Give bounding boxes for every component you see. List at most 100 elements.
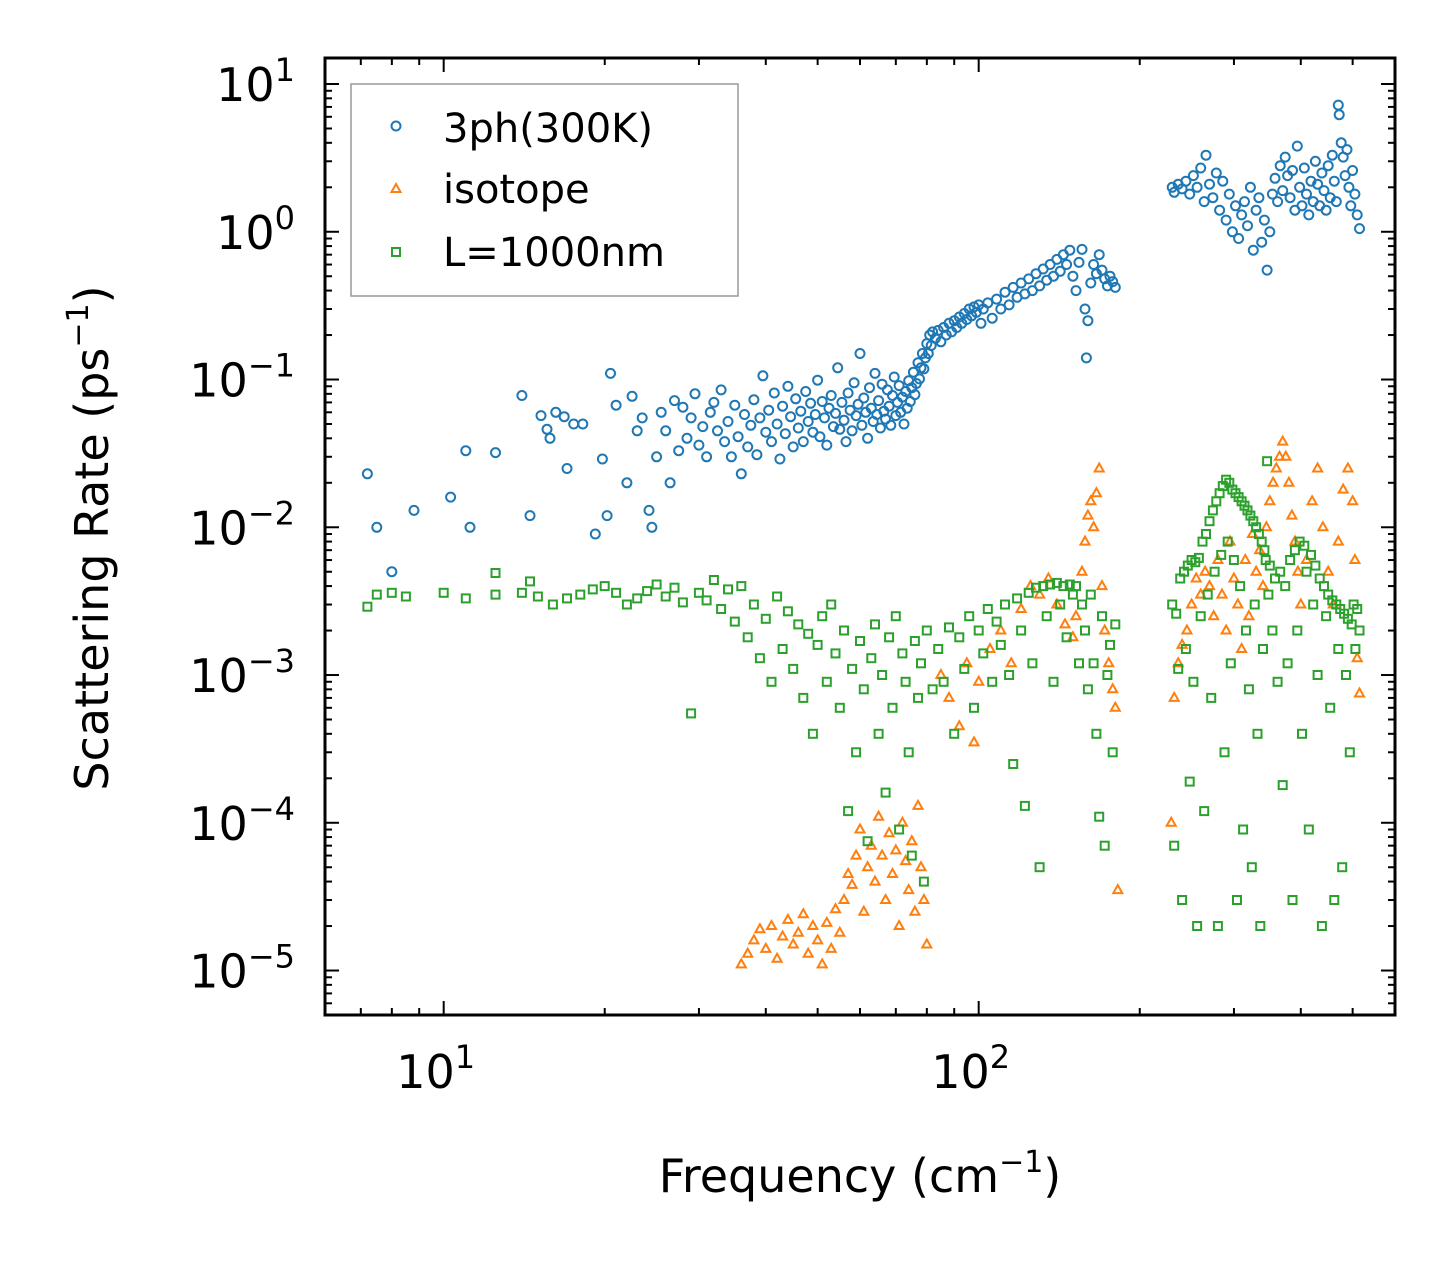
data-point-circle bbox=[748, 394, 760, 406]
data-point-square bbox=[1082, 684, 1093, 695]
data-point-square bbox=[1354, 625, 1365, 636]
data-point-circle bbox=[643, 504, 655, 516]
data-point-circle bbox=[1107, 276, 1119, 288]
data-point-square bbox=[686, 708, 697, 719]
y-tick-label: 10−2 bbox=[189, 494, 295, 555]
data-point-circle bbox=[1294, 181, 1306, 193]
data-point-triangle bbox=[820, 915, 834, 927]
data-point-square bbox=[660, 591, 671, 602]
data-point-square bbox=[532, 591, 543, 602]
data-point-square bbox=[1299, 540, 1310, 551]
data-point-triangle bbox=[861, 860, 874, 872]
data-point-circle bbox=[832, 362, 844, 374]
data-point-circle bbox=[864, 382, 875, 394]
data-point-circle bbox=[918, 363, 930, 375]
data-point-square bbox=[1207, 505, 1218, 516]
data-point-square bbox=[371, 589, 382, 600]
data-point-square bbox=[964, 611, 975, 622]
data-point-circle bbox=[865, 402, 877, 414]
data-point-circle bbox=[1291, 140, 1303, 152]
data-point-circle bbox=[1312, 178, 1324, 190]
data-point-circle bbox=[464, 521, 476, 533]
data-point-triangle bbox=[841, 866, 855, 878]
data-point-circle bbox=[763, 404, 775, 416]
data-point-square bbox=[959, 663, 970, 674]
data-point-circle bbox=[742, 441, 754, 453]
data-point-square bbox=[1285, 555, 1296, 565]
data-point-square bbox=[1023, 587, 1034, 598]
data-point-triangle bbox=[1069, 609, 1083, 621]
data-point-circle bbox=[1347, 165, 1359, 176]
data-point-square bbox=[855, 636, 865, 646]
data-point-square bbox=[1211, 496, 1222, 507]
data-point-triangle bbox=[1180, 623, 1194, 635]
data-point-circle bbox=[888, 371, 900, 383]
data-point-square bbox=[843, 806, 854, 817]
data-point-circle bbox=[885, 419, 897, 431]
data-point-square bbox=[1061, 632, 1072, 643]
data-point-triangle bbox=[1109, 700, 1122, 712]
data-point-square bbox=[812, 639, 823, 650]
data-point-circle bbox=[823, 402, 835, 414]
data-point-square bbox=[1094, 811, 1105, 822]
series-2 bbox=[735, 434, 1366, 969]
data-point-triangle bbox=[786, 937, 800, 949]
data-point-square bbox=[866, 653, 877, 664]
data-point-circle bbox=[1187, 170, 1199, 182]
data-point-circle bbox=[768, 387, 780, 399]
data-point-square bbox=[575, 589, 586, 600]
data-point-square bbox=[562, 593, 572, 604]
data-point-circle bbox=[1166, 181, 1178, 193]
data-point-triangle bbox=[853, 822, 867, 834]
data-point-triangle bbox=[1305, 494, 1319, 506]
data-point-square bbox=[693, 587, 704, 598]
data-point-square bbox=[858, 684, 869, 695]
data-point-square bbox=[362, 601, 373, 612]
x-axis-title: Frequency (cm−1) bbox=[659, 1145, 1062, 1203]
data-point-circle bbox=[914, 373, 925, 385]
data-point-circle bbox=[854, 348, 866, 359]
data-point-circle bbox=[739, 409, 750, 420]
data-point-circle bbox=[445, 491, 457, 503]
data-point-square bbox=[1344, 747, 1355, 758]
data-point-circle bbox=[836, 396, 848, 408]
data-point-square bbox=[918, 876, 929, 887]
data-point-square bbox=[1184, 776, 1195, 787]
data-point-square bbox=[1209, 566, 1220, 577]
data-point-square bbox=[916, 658, 926, 669]
data-point-triangle bbox=[1198, 564, 1212, 576]
data-point-square bbox=[793, 619, 804, 630]
data-point-square bbox=[1235, 581, 1246, 592]
data-point-square bbox=[803, 628, 814, 639]
data-point-circle bbox=[1007, 281, 1019, 293]
data-point-square bbox=[817, 611, 828, 622]
data-point-square bbox=[944, 622, 954, 633]
data-point-circle bbox=[858, 392, 870, 404]
data-point-circle bbox=[1207, 192, 1219, 204]
data-point-square bbox=[1316, 921, 1327, 931]
data-point-triangle bbox=[892, 918, 906, 930]
data-point-circle bbox=[779, 428, 791, 440]
data-point-square bbox=[1102, 670, 1113, 680]
data-point-square bbox=[1206, 692, 1217, 703]
data-point-square bbox=[1219, 747, 1230, 758]
data-point-square bbox=[1242, 505, 1253, 516]
data-point-square bbox=[821, 676, 832, 687]
data-point-square bbox=[1169, 840, 1180, 851]
data-point-square bbox=[632, 593, 643, 604]
data-point-square bbox=[1216, 549, 1227, 560]
data-point-square bbox=[1270, 573, 1280, 584]
data-point-circle bbox=[1223, 188, 1235, 200]
data-point-circle bbox=[1061, 259, 1073, 270]
data-point-square bbox=[677, 597, 688, 608]
data-point-triangle bbox=[942, 690, 956, 702]
data-point-circle bbox=[673, 445, 685, 457]
data-point-square bbox=[839, 625, 849, 636]
data-point-square bbox=[1074, 658, 1084, 669]
data-point-square bbox=[782, 606, 793, 617]
data-point-triangle bbox=[1185, 597, 1198, 609]
data-point-circle bbox=[1184, 188, 1196, 200]
data-point-triangle bbox=[1346, 494, 1359, 506]
data-point-square bbox=[913, 692, 923, 703]
data-point-circle bbox=[1220, 214, 1232, 226]
